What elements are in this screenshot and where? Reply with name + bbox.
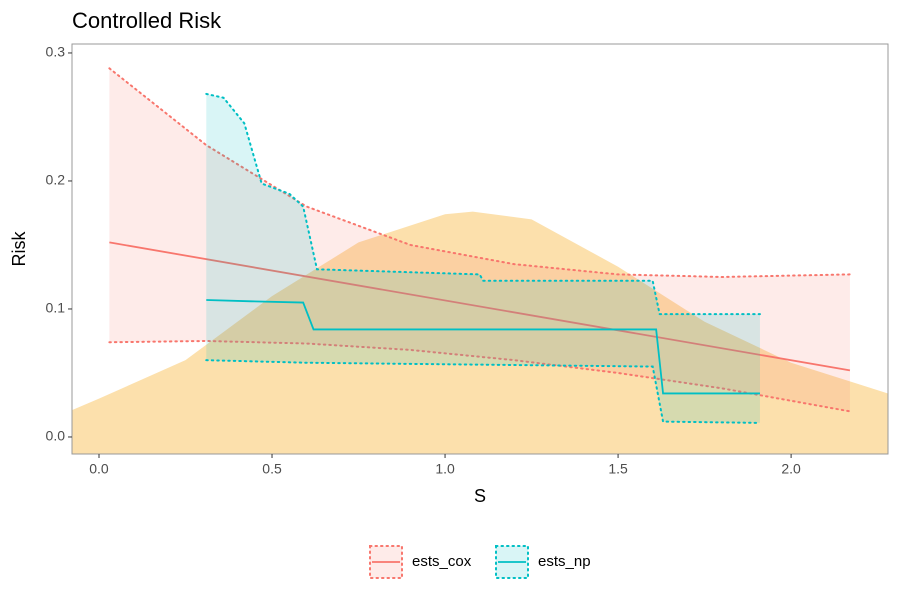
- ci-upper: [108, 67, 851, 278]
- ci-lower: [108, 339, 851, 413]
- y-tick-label: 0.3: [46, 44, 66, 60]
- ci-lower: [205, 359, 761, 424]
- x-axis-label: S: [474, 486, 486, 506]
- x-tick-label: 2.0: [781, 461, 801, 477]
- y-tick-label: 0.1: [46, 300, 66, 316]
- legend-label: ests_cox: [412, 553, 472, 570]
- ci-band: [206, 93, 760, 423]
- y-tick-label: 0.0: [46, 428, 66, 444]
- ci-upper: [205, 92, 761, 316]
- x-tick-label: 0.5: [262, 461, 282, 477]
- plot-border: [71, 43, 889, 455]
- legend: ests_cox ests_np: [369, 545, 591, 579]
- legend-label: ests_np: [538, 553, 591, 570]
- plot-area: [72, 67, 888, 454]
- y-tick-label: 0.2: [46, 172, 66, 188]
- series-line: [109, 241, 851, 372]
- ci-band: [109, 68, 850, 412]
- chart-title: Controlled Risk: [72, 8, 222, 33]
- y-axis-label: Risk: [9, 231, 29, 267]
- x-tick-label: 1.5: [608, 461, 628, 477]
- x-tick-label: 0.0: [89, 461, 109, 477]
- x-tick-label: 1.0: [435, 461, 455, 477]
- series-line: [206, 299, 760, 395]
